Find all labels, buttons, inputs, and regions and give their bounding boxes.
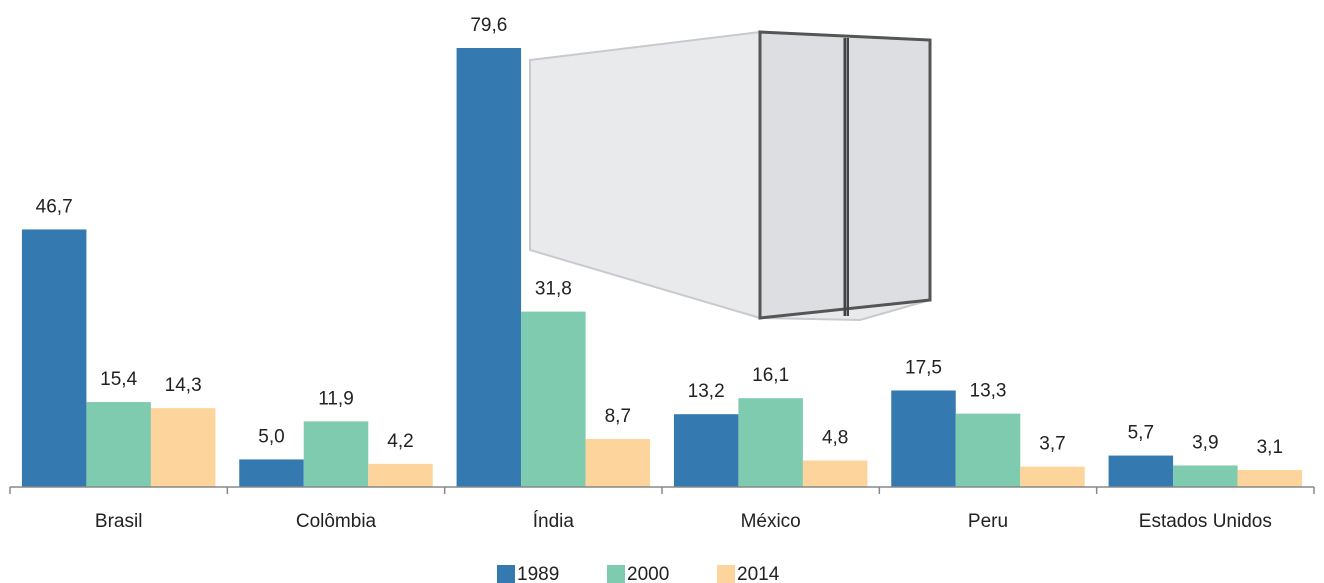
- container-illustration: [530, 32, 930, 320]
- value-label: 31,8: [535, 279, 572, 300]
- bar: [891, 390, 956, 487]
- bar: [956, 414, 1021, 487]
- value-label: 13,3: [970, 381, 1007, 402]
- bar: [674, 414, 739, 487]
- value-label: 46,7: [36, 196, 73, 217]
- bar: [1238, 470, 1303, 487]
- legend-swatch: [497, 565, 515, 583]
- bar: [304, 421, 369, 487]
- bar: [1020, 467, 1085, 487]
- page: {"chart_data": {"type": "bar", "categori…: [0, 0, 1324, 583]
- x-tick-label: Peru: [968, 511, 1008, 532]
- value-label: 4,8: [822, 428, 848, 449]
- x-tick-label: Brasil: [95, 511, 143, 532]
- value-label: 14,3: [165, 375, 202, 396]
- bar: [586, 439, 651, 487]
- x-tick-label: Índia: [533, 511, 575, 532]
- value-label: 3,1: [1257, 437, 1283, 458]
- x-tick-label: Estados Unidos: [1139, 511, 1272, 532]
- value-label: 16,1: [752, 365, 789, 386]
- legend-label: 2014: [737, 564, 780, 583]
- value-label: 15,4: [100, 369, 137, 390]
- bar: [521, 312, 586, 487]
- bar: [1109, 456, 1174, 487]
- bar: [22, 229, 87, 487]
- bar: [86, 402, 150, 487]
- value-label: 5,7: [1128, 423, 1154, 444]
- value-label: 3,9: [1192, 433, 1218, 454]
- value-label: 8,7: [605, 406, 631, 427]
- value-label: 3,7: [1039, 434, 1065, 455]
- value-label: 79,6: [470, 15, 507, 36]
- bar: [457, 48, 522, 487]
- chart: 46,7 5,0 79,6 13,2 17,5 5,7 15,4 11,9 31,8 16,1 13…: [0, 0, 1324, 583]
- legend-label: 2000: [627, 564, 669, 583]
- value-label: 13,2: [688, 381, 725, 402]
- value-label: 4,2: [387, 431, 413, 452]
- bar: [803, 461, 868, 487]
- bar: [368, 464, 433, 487]
- value-label: 11,9: [318, 388, 354, 409]
- bar: [239, 459, 304, 487]
- value-label: 5,0: [258, 426, 284, 447]
- x-tick-label: México: [741, 511, 801, 532]
- bar: [1173, 465, 1238, 487]
- bar: [151, 408, 216, 487]
- x-tick-label: Colômbia: [296, 511, 377, 532]
- legend-label: 1989: [517, 564, 559, 583]
- legend-swatch: [607, 565, 625, 583]
- bar: [738, 398, 803, 487]
- legend-swatch: [717, 565, 735, 583]
- value-label: 17,5: [905, 358, 942, 379]
